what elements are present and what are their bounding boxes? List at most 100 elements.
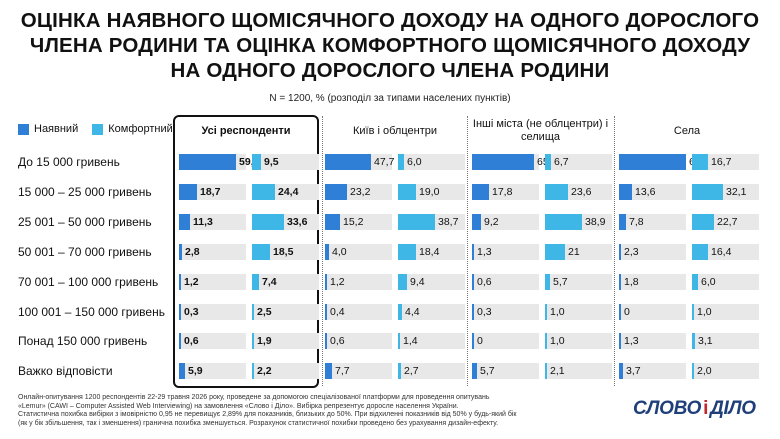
legend-swatch-comfort — [92, 123, 104, 135]
bar-track — [252, 244, 319, 260]
bar-track — [472, 363, 539, 379]
title-line: НА ОДНОГО ДОРОСЛОГО ЧЛЕНА РОДИНИ — [170, 59, 610, 82]
data-label: 9,2 — [484, 216, 499, 228]
bar-track — [619, 244, 686, 260]
bar-track — [619, 184, 686, 200]
bar-comfort — [692, 214, 714, 230]
data-label: 18,4 — [419, 246, 440, 258]
bar-current — [325, 274, 327, 290]
data-label: 18,7 — [200, 186, 221, 198]
category-label: 25 001 – 50 000 гривень — [18, 215, 152, 229]
bar-track — [398, 363, 465, 379]
bar-current — [619, 214, 626, 230]
bar-comfort — [398, 154, 404, 170]
bar-track — [619, 154, 686, 170]
bar-track — [179, 184, 246, 200]
logo-word-right: ДІЛО — [710, 398, 756, 419]
data-label: 2,3 — [624, 246, 639, 258]
bar-track — [545, 304, 612, 320]
bar-current — [325, 304, 327, 320]
bar-track — [692, 244, 759, 260]
legend: Наявний Комфортний — [18, 123, 187, 135]
group-header-other-cities: Інші міста (не облцентри) і селища — [472, 118, 609, 143]
bar-track — [472, 184, 539, 200]
data-label: 24,4 — [278, 186, 299, 198]
data-label: 1,4 — [403, 335, 418, 347]
bar-comfort — [398, 244, 416, 260]
bar-track — [619, 363, 686, 379]
bar-track — [619, 274, 686, 290]
group-separator — [467, 116, 468, 386]
data-label: 5,7 — [553, 276, 568, 288]
data-label: 0 — [477, 335, 483, 347]
data-label: 0 — [624, 306, 630, 318]
bar-track — [179, 154, 246, 170]
bar-track — [545, 184, 612, 200]
bar-track — [472, 214, 539, 230]
bar-track — [252, 304, 319, 320]
bar-track — [252, 274, 319, 290]
data-label: 2,0 — [697, 365, 712, 377]
bar-track — [325, 214, 392, 230]
data-label: 1,8 — [624, 276, 639, 288]
group-separator — [614, 116, 615, 386]
bar-track — [692, 214, 759, 230]
bar-track — [545, 154, 612, 170]
bar-comfort — [398, 214, 435, 230]
bar-current — [179, 304, 181, 320]
bar-comfort — [398, 363, 401, 379]
bar-track — [692, 333, 759, 349]
bar-current — [325, 244, 329, 260]
data-label: 2,8 — [185, 246, 200, 258]
bar-comfort — [398, 274, 407, 290]
title-line: ЧЛЕНА РОДИНИ ТА ОЦІНКА КОМФОРТНОГО ЩОМІС… — [29, 34, 751, 57]
data-label: 33,6 — [287, 216, 308, 228]
bar-current — [472, 274, 474, 290]
bar-track — [619, 214, 686, 230]
bar-comfort — [692, 304, 694, 320]
bar-comfort — [545, 304, 547, 320]
data-label: 7,8 — [629, 216, 644, 228]
bar-current — [472, 363, 477, 379]
bar-comfort — [692, 184, 723, 200]
legend-label-current: Наявний — [34, 123, 79, 135]
bar-comfort — [398, 304, 402, 320]
bar-track — [398, 244, 465, 260]
bar-comfort — [398, 184, 416, 200]
bar-track — [545, 274, 612, 290]
category-label: Понад 150 000 гривень — [18, 334, 148, 348]
data-label: 21 — [568, 246, 580, 258]
legend-label-comfort: Комфортний — [108, 123, 173, 135]
chart-title: ОЦІНКА НАЯВНОГО ЩОМІСЯЧНОГО ДОХОДУ НА ОД… — [0, 8, 780, 83]
footnote-line: (як у бік збільшення, так і зменшення) г… — [18, 419, 499, 427]
data-label: 7,7 — [335, 365, 350, 377]
bar-current — [619, 304, 621, 320]
data-label: 4,0 — [332, 246, 347, 258]
bar-track — [398, 274, 465, 290]
group-header-kyiv: Київ і облцентри — [352, 125, 438, 137]
bar-current — [179, 244, 182, 260]
data-label: 0,6 — [477, 276, 492, 288]
bar-track — [398, 214, 465, 230]
bar-current — [619, 333, 621, 349]
bar-track — [472, 154, 539, 170]
data-label: 6,7 — [554, 156, 569, 168]
data-label: 2,1 — [550, 365, 565, 377]
bar-track — [179, 304, 246, 320]
bar-comfort — [545, 333, 547, 349]
bar-track — [398, 304, 465, 320]
bar-current — [325, 184, 347, 200]
bar-comfort — [545, 363, 547, 379]
bar-track — [325, 363, 392, 379]
bar-track — [692, 363, 759, 379]
bar-comfort — [545, 244, 565, 260]
data-label: 18,5 — [273, 246, 294, 258]
data-label: 0,4 — [330, 306, 345, 318]
data-label: 13,6 — [635, 186, 656, 198]
category-label: 15 000 – 25 000 гривень — [18, 185, 152, 199]
data-label: 15,2 — [343, 216, 364, 228]
bar-track — [472, 244, 539, 260]
footnote-line: Статистична похибка вибірки з імовірніст… — [18, 411, 517, 419]
category-label: 50 001 – 70 000 гривень — [18, 245, 152, 259]
logo-word-left: СЛОВО — [633, 398, 702, 419]
